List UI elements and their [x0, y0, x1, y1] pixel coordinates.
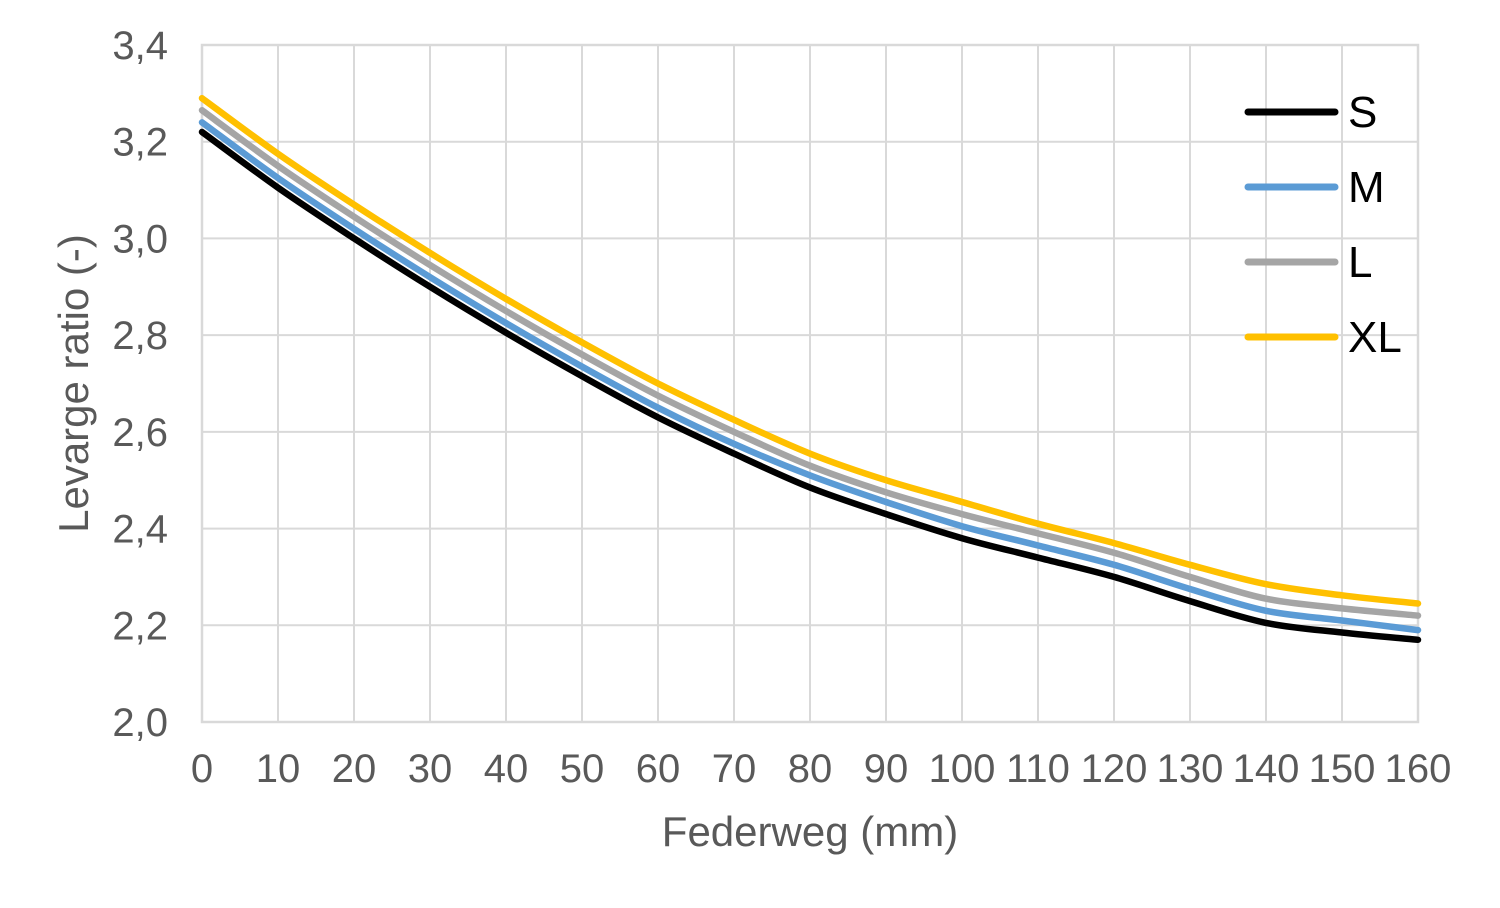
- legend-label-s: S: [1348, 88, 1377, 137]
- x-tick-label: 10: [256, 747, 301, 791]
- x-tick-label: 160: [1385, 747, 1452, 791]
- x-axis-title: Federweg (mm): [662, 808, 958, 855]
- x-tick-label: 0: [191, 747, 213, 791]
- x-tick-label: 50: [560, 747, 605, 791]
- x-tick-label: 80: [788, 747, 833, 791]
- y-tick-label: 3,2: [112, 121, 168, 165]
- x-tick-label: 20: [332, 747, 377, 791]
- x-tick-label: 140: [1233, 747, 1300, 791]
- y-tick-label: 2,0: [112, 701, 168, 745]
- x-tick-label: 130: [1157, 747, 1224, 791]
- x-tick-label: 30: [408, 747, 453, 791]
- y-tick-label: 2,8: [112, 314, 168, 358]
- legend-label-l: L: [1348, 238, 1372, 287]
- x-tick-label: 90: [864, 747, 909, 791]
- series-line-xl: [198, 94, 1422, 607]
- x-tick-label: 110: [1006, 747, 1070, 791]
- x-tick-label: 70: [712, 747, 757, 791]
- x-tick-label: 150: [1309, 747, 1376, 791]
- y-tick-label: 3,0: [112, 217, 168, 261]
- legend-label-xl: XL: [1348, 313, 1402, 362]
- x-tick-label: 120: [1081, 747, 1148, 791]
- series-line-s: [198, 128, 1422, 644]
- x-tick-label: 40: [484, 747, 529, 791]
- plot-border: [200, 43, 1420, 724]
- x-tick-label: 60: [636, 747, 681, 791]
- series-line-m: [198, 119, 1422, 634]
- y-axis-title: Levarge ratio (-): [50, 234, 97, 533]
- y-tick-label: 3,4: [112, 24, 168, 68]
- series-line-l: [198, 107, 1422, 619]
- y-tick-label: 2,6: [112, 411, 168, 455]
- y-tick-label: 2,2: [112, 604, 168, 648]
- legend-label-m: M: [1348, 163, 1385, 212]
- x-tick-label: 100: [929, 747, 996, 791]
- y-tick-label: 2,4: [112, 508, 168, 552]
